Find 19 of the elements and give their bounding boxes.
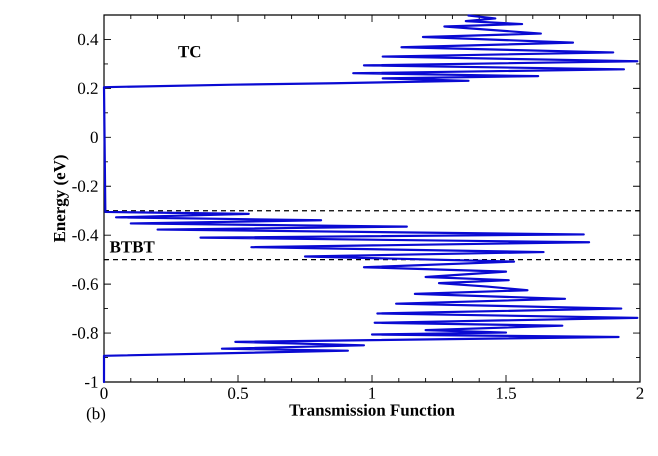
y-tick-label: -0.2: [72, 180, 98, 192]
x-tick-label: 2: [636, 388, 644, 399]
annotation: BTBT: [110, 241, 155, 252]
y-axis-title: Energy (eV): [53, 155, 69, 242]
x-axis-title: Transmission Function: [289, 404, 455, 416]
annotation: TC: [178, 46, 200, 58]
x-tick-label: 0.5: [228, 388, 248, 399]
y-tick-label: 0.2: [78, 82, 98, 94]
x-tick-label: 1.5: [496, 388, 516, 399]
y-tick-label: -0.4: [72, 229, 98, 241]
y-tick-label: -0.6: [72, 278, 98, 290]
y-tick-label: 0: [90, 132, 98, 144]
y-tick-label: 0.4: [78, 34, 98, 46]
y-tick-label: -1: [85, 376, 98, 388]
x-tick-label: 0: [100, 388, 108, 399]
line-series: [102, 14, 638, 384]
text: (b): [86, 407, 106, 423]
x-tick-label: 1: [369, 388, 376, 399]
y-tick-label: -0.8: [72, 327, 98, 339]
